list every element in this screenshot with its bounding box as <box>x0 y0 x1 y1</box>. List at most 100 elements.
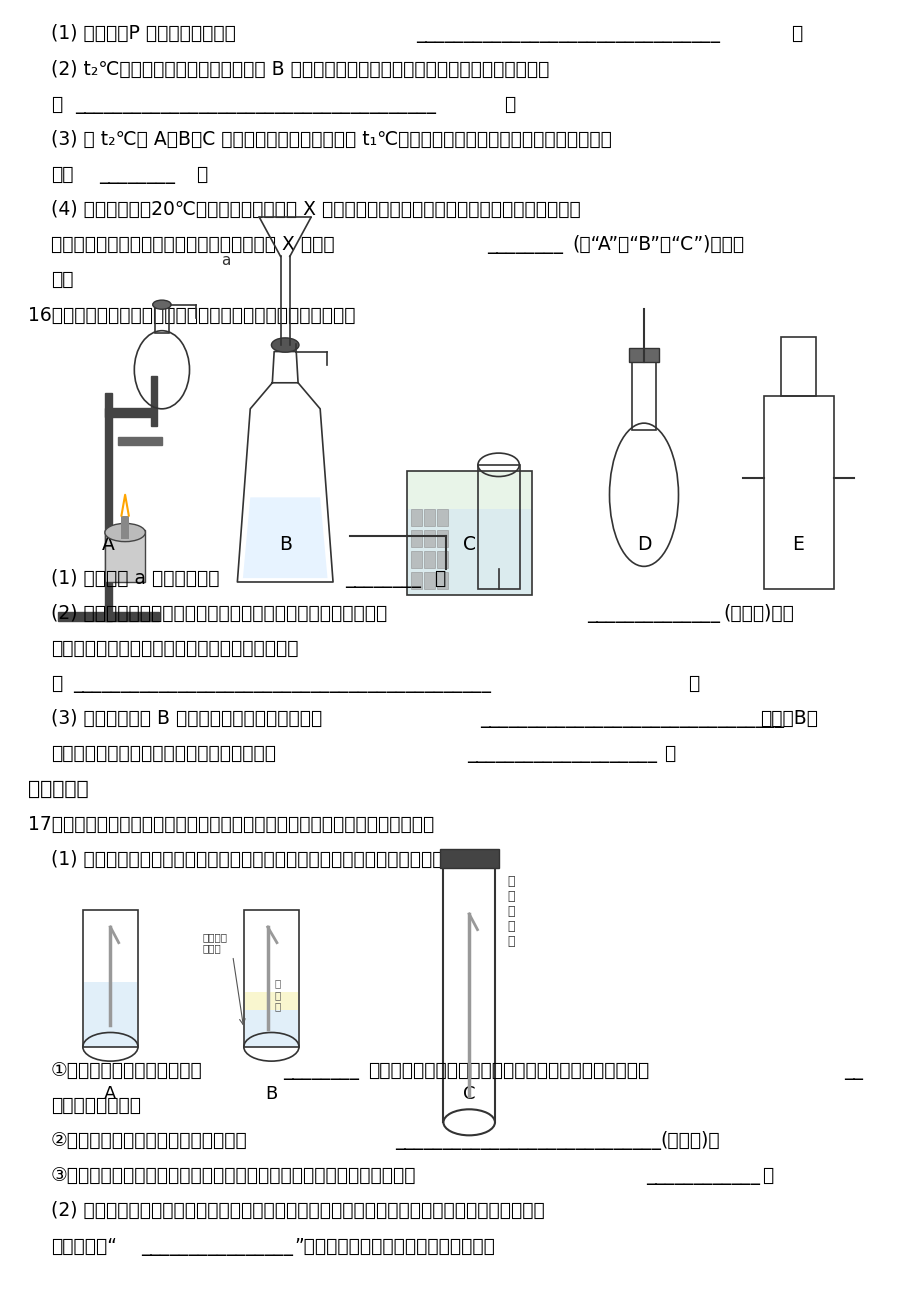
Bar <box>121 516 129 539</box>
Text: ____________: ____________ <box>645 1167 759 1185</box>
Bar <box>151 376 157 426</box>
Text: C: C <box>462 535 475 553</box>
Bar <box>84 982 137 1047</box>
Text: ________: ________ <box>487 236 563 254</box>
Bar <box>244 910 299 1047</box>
Text: ________: ________ <box>283 1061 359 1079</box>
Ellipse shape <box>443 1109 494 1135</box>
Text: ①一段时间后甲同学观察到：: ①一段时间后甲同学观察到： <box>51 1061 202 1079</box>
Text: 16．如图是实验室常用的实验装置，请根据要求回答下列问题。: 16．如图是实验室常用的实验装置，请根据要求回答下列问题。 <box>28 306 355 324</box>
Text: 的长颈漏斗的下端管口应插入液面下，目的是: 的长颈漏斗的下端管口应插入液面下，目的是 <box>51 745 276 763</box>
Ellipse shape <box>271 339 299 352</box>
Bar <box>411 530 422 547</box>
Text: 共同作用的结果。: 共同作用的结果。 <box>51 1096 141 1115</box>
Bar <box>443 862 494 1122</box>
Text: (1) 甲图中，P 点所表示的含义为: (1) 甲图中，P 点所表示的含义为 <box>51 25 235 43</box>
Bar <box>780 337 815 396</box>
Text: (1) 探究鐵生锈的原因（如图）（每支试管中均放有完全相同的洁净鐵钉）：: (1) 探究鐵生锈的原因（如图）（每支试管中均放有完全相同的洁净鐵钉）： <box>51 850 443 868</box>
Text: 稀硫酸，以“: 稀硫酸，以“ <box>51 1237 117 1255</box>
Bar <box>411 551 422 568</box>
Bar <box>437 551 448 568</box>
Polygon shape <box>243 497 327 578</box>
Text: B: B <box>265 1085 278 1103</box>
Text: C: C <box>462 1085 475 1103</box>
Bar <box>631 358 655 430</box>
Bar <box>424 551 435 568</box>
Text: ________________________________: ________________________________ <box>415 25 719 43</box>
Bar <box>424 572 435 589</box>
Text: 。: 。 <box>664 745 675 763</box>
Bar <box>154 305 169 333</box>
Text: ____________________: ____________________ <box>467 745 657 763</box>
Text: ________________________________: ________________________________ <box>480 710 783 728</box>
Bar <box>406 471 531 595</box>
Bar <box>437 530 448 547</box>
Text: A: A <box>102 535 115 553</box>
Text: (填一种)。: (填一种)。 <box>660 1131 720 1150</box>
Text: (2) t₂℃时，在温度不变的情况下，将 B 物质的不饱和溶液转变成饱和溶液可采取的一种方法: (2) t₂℃时，在温度不变的情况下，将 B 物质的不饱和溶液转变成饱和溶液可采… <box>51 60 549 78</box>
Text: (2) 某同学分别向盛有形状、大小相同的鐵片和锨片的试管中，倒入等质量、溶质质量分数相同的: (2) 某同学分别向盛有形状、大小相同的鐵片和锨片的试管中，倒入等质量、溶质质量… <box>51 1202 544 1220</box>
Text: A: A <box>104 1085 117 1103</box>
Bar <box>437 509 448 526</box>
Bar <box>407 509 530 594</box>
Text: ②为防止金属锈蚀，可以采取的措施有: ②为防止金属锈蚀，可以采取的措施有 <box>51 1131 247 1150</box>
Text: (填序号)，若: (填序号)，若 <box>722 604 793 622</box>
Text: 。: 。 <box>687 674 698 693</box>
Text: ________: ________ <box>345 569 421 587</box>
Text: 。: 。 <box>196 165 207 184</box>
Text: 质。: 质。 <box>51 271 73 289</box>
Bar <box>244 992 298 1010</box>
Text: 。: 。 <box>504 95 515 113</box>
Bar <box>478 465 519 589</box>
Text: ______________________________________: ______________________________________ <box>75 95 436 113</box>
Text: __: __ <box>844 1061 863 1079</box>
Bar <box>58 612 159 621</box>
Text: ”为依据来判断两种金属的活动性强弱。: ”为依据来判断两种金属的活动性强弱。 <box>294 1237 494 1255</box>
Text: ____________________________________________: ________________________________________… <box>74 674 491 693</box>
Text: 。: 。 <box>761 1167 772 1185</box>
Text: 17．某化学兴趣小组对金属的性质做了如下探究，请你帮他们完成下面的内容。: 17．某化学兴趣小组对金属的性质做了如下探究，请你帮他们完成下面的内容。 <box>28 815 434 833</box>
Text: 再加入适量的水，烧杯中的溶液逐渐变浑，则 X 可能为: 再加入适量的水，烧杯中的溶液逐渐变浑，则 X 可能为 <box>51 236 334 254</box>
Text: ________: ________ <box>99 165 176 184</box>
Bar <box>105 530 145 582</box>
Text: 。: 。 <box>790 25 801 43</box>
Text: B: B <box>278 535 291 553</box>
Text: ；装置B中: ；装置B中 <box>759 710 817 728</box>
Text: (3) 将 t₂℃时 A、B、C 三种物质的饱和溶液降温到 t₁℃时，三种溶液的溶质质量分数由大到小的顺: (3) 将 t₂℃时 A、B、C 三种物质的饱和溶液降温到 t₁℃时，三种溶液的… <box>51 130 611 148</box>
Text: ________________: ________________ <box>141 1237 292 1255</box>
Bar <box>437 572 448 589</box>
Text: 是: 是 <box>51 674 62 693</box>
Bar <box>411 509 422 526</box>
Text: 植
物
油: 植 物 油 <box>274 978 280 1012</box>
Text: 用排空气法收集氧气，检验氧气是否收集满的方法: 用排空气法收集氧气，检验氧气是否收集满的方法 <box>51 639 298 658</box>
Text: (2) 实验室加热氯酸钔和二氧化锶制取并收集氧气应选择的装置是: (2) 实验室加热氯酸钔和二氧化锶制取并收集氧气应选择的装置是 <box>51 604 386 622</box>
Text: (4) 如乙图所示，20℃时，把试管放入盛有 X 的饱和溶液的烧杯中，在试管中加入一小块生石灰，: (4) 如乙图所示，20℃时，把试管放入盛有 X 的饱和溶液的烧杯中，在试管中加… <box>51 201 580 219</box>
Bar <box>105 393 112 621</box>
Text: 。: 。 <box>434 569 445 587</box>
Text: 三、实验题: 三、实验题 <box>28 780 88 798</box>
Bar <box>83 910 138 1047</box>
Text: D: D <box>636 535 651 553</box>
Text: ______________: ______________ <box>586 604 720 622</box>
Bar <box>763 396 833 589</box>
Text: 是: 是 <box>51 95 62 113</box>
Text: (3) 实验室用装置 B 制取二氧化碳的化学方程式为: (3) 实验室用装置 B 制取二氧化碳的化学方程式为 <box>51 710 322 728</box>
Text: 试管中的鐵钉明显生锈了。由此得出鐵生锈的原因是鐵与: 试管中的鐵钉明显生锈了。由此得出鐵生锈的原因是鐵与 <box>368 1061 649 1079</box>
Ellipse shape <box>105 523 145 542</box>
Text: E: E <box>792 535 803 553</box>
Bar <box>629 348 658 362</box>
Bar <box>411 572 422 589</box>
Bar <box>244 1010 298 1047</box>
Text: 煮游过的
蜗馏水: 煮游过的 蜗馏水 <box>202 932 227 953</box>
Bar <box>424 530 435 547</box>
Ellipse shape <box>153 299 171 310</box>
Text: (填“A”或“B”或“C”)固体物: (填“A”或“B”或“C”)固体物 <box>572 236 743 254</box>
Bar <box>105 408 155 417</box>
Bar <box>439 849 498 868</box>
Bar <box>118 437 162 445</box>
Text: (1) 写出图中 a 仪器的名称：: (1) 写出图中 a 仪器的名称： <box>51 569 219 587</box>
Text: 序是: 序是 <box>51 165 73 184</box>
Text: 干
燥
的
空
气: 干 燥 的 空 气 <box>507 875 515 948</box>
Bar <box>424 509 435 526</box>
Text: ____________________________: ____________________________ <box>395 1131 661 1150</box>
